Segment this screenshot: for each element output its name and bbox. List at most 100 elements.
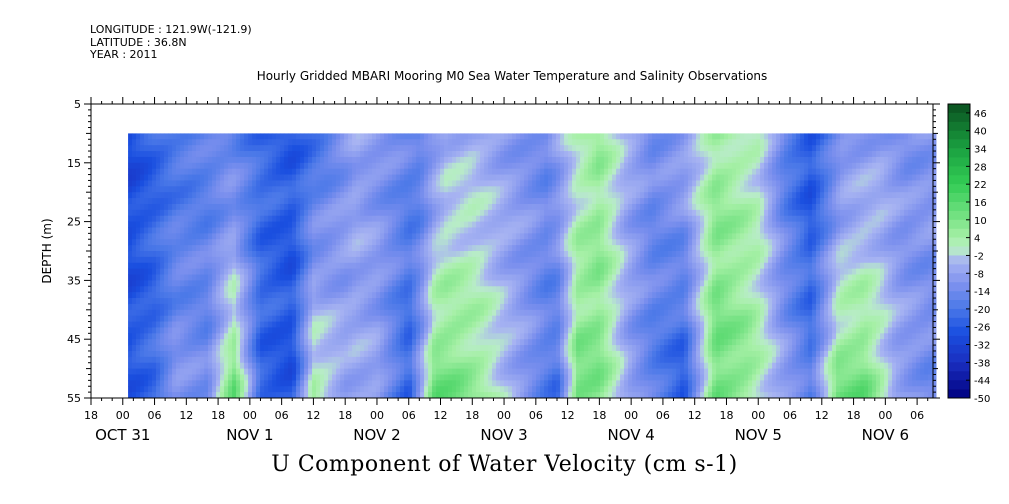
heatmap-cell (368, 145, 373, 152)
heatmap-cell (484, 215, 489, 222)
heatmap-cell (356, 350, 361, 358)
heatmap-cell (496, 268, 501, 275)
heatmap-cell (248, 215, 253, 222)
heatmap-cell (308, 233, 313, 240)
heatmap-cell (372, 386, 377, 393)
heatmap-cell (372, 221, 377, 228)
heatmap-cell (256, 280, 261, 287)
heatmap-cell (220, 227, 225, 234)
heatmap-cell (308, 209, 313, 217)
heatmap-cell (488, 280, 493, 287)
heatmap-cell (312, 350, 317, 358)
heatmap-cell (184, 333, 189, 340)
heatmap-cell (312, 227, 317, 234)
heatmap-cell (136, 198, 141, 205)
heatmap-cell (448, 215, 453, 222)
heatmap-cell (404, 262, 409, 270)
heatmap-cell (140, 198, 145, 205)
heatmap-cell (428, 209, 433, 217)
heatmap-cell (296, 280, 301, 287)
heatmap-cell (208, 274, 213, 281)
heatmap-cell (516, 156, 521, 164)
heatmap-cell (368, 233, 373, 240)
heatmap-cell (556, 368, 561, 375)
heatmap-cell (276, 145, 281, 152)
heatmap-cell (240, 327, 245, 334)
heatmap-cell (344, 221, 349, 228)
heatmap-cell (268, 303, 273, 311)
heatmap-cell (424, 368, 429, 375)
heatmap-cell (568, 186, 573, 193)
heatmap-cell (324, 227, 329, 234)
heatmap-cell (424, 168, 429, 175)
heatmap-cell (292, 151, 297, 158)
heatmap-cell (432, 145, 437, 152)
heatmap-cell (156, 227, 161, 234)
heatmap-cell (536, 356, 541, 364)
heatmap-cell (292, 168, 297, 175)
heatmap-cell (416, 151, 421, 158)
heatmap-cell (236, 227, 241, 234)
heatmap-cell (432, 168, 437, 175)
heatmap-cell (384, 309, 389, 317)
heatmap-cell (520, 239, 525, 246)
heatmap-cell (552, 139, 557, 146)
heatmap-cell (268, 321, 273, 328)
heatmap-cell (516, 368, 521, 375)
heatmap-cell (464, 139, 469, 146)
heatmap-cell (276, 309, 281, 317)
heatmap-cell (492, 227, 497, 234)
heatmap-cell (256, 392, 261, 399)
heatmap-cell (460, 292, 465, 299)
heatmap-cell (476, 268, 481, 275)
heatmap-cell (136, 245, 141, 252)
heatmap-cell (404, 162, 409, 170)
heatmap-cell (564, 203, 569, 211)
heatmap-cell (168, 333, 173, 340)
heatmap-cell (196, 221, 201, 228)
heatmap-cell (548, 239, 553, 246)
heatmap-cell (504, 174, 509, 181)
heatmap-cell (312, 239, 317, 246)
heatmap-cell (352, 215, 357, 222)
heatmap-cell (544, 386, 549, 393)
heatmap-cell (196, 227, 201, 234)
heatmap-cell (548, 174, 553, 181)
heatmap-cell (240, 380, 245, 387)
heatmap-cell (224, 386, 229, 393)
heatmap-cell (512, 233, 517, 240)
heatmap-cell (400, 168, 405, 175)
heatmap-cell (552, 180, 557, 187)
heatmap-cell (512, 327, 517, 334)
heatmap-cell (128, 345, 133, 352)
heatmap-cell (336, 321, 341, 328)
heatmap-cell (152, 174, 157, 181)
heatmap-cell (492, 362, 497, 369)
heatmap-cell (264, 368, 269, 375)
heatmap-cell (532, 156, 537, 164)
heatmap-cell (512, 380, 517, 387)
heatmap-cell (264, 274, 269, 281)
heatmap-cell (432, 256, 437, 264)
heatmap-cell (428, 251, 433, 258)
heatmap-cell (528, 356, 533, 364)
heatmap-cell (536, 180, 541, 187)
heatmap-cell (268, 268, 273, 275)
heatmap-cell (276, 303, 281, 311)
heatmap-cell (144, 245, 149, 252)
heatmap-cell (368, 168, 373, 175)
heatmap-cell (336, 380, 341, 387)
heatmap-cell (160, 168, 165, 175)
heatmap-cell (332, 145, 337, 152)
heatmap-cell (504, 215, 509, 222)
heatmap-cell (160, 321, 165, 328)
heatmap-cell (564, 180, 569, 187)
heatmap-cell (136, 321, 141, 328)
heatmap-cell (300, 203, 305, 211)
heatmap-cell (504, 139, 509, 146)
heatmap-cell (176, 327, 181, 334)
heatmap-cell (436, 227, 441, 234)
heatmap-cell (332, 233, 337, 240)
heatmap-cell (252, 292, 257, 299)
heatmap-cell (532, 198, 537, 205)
